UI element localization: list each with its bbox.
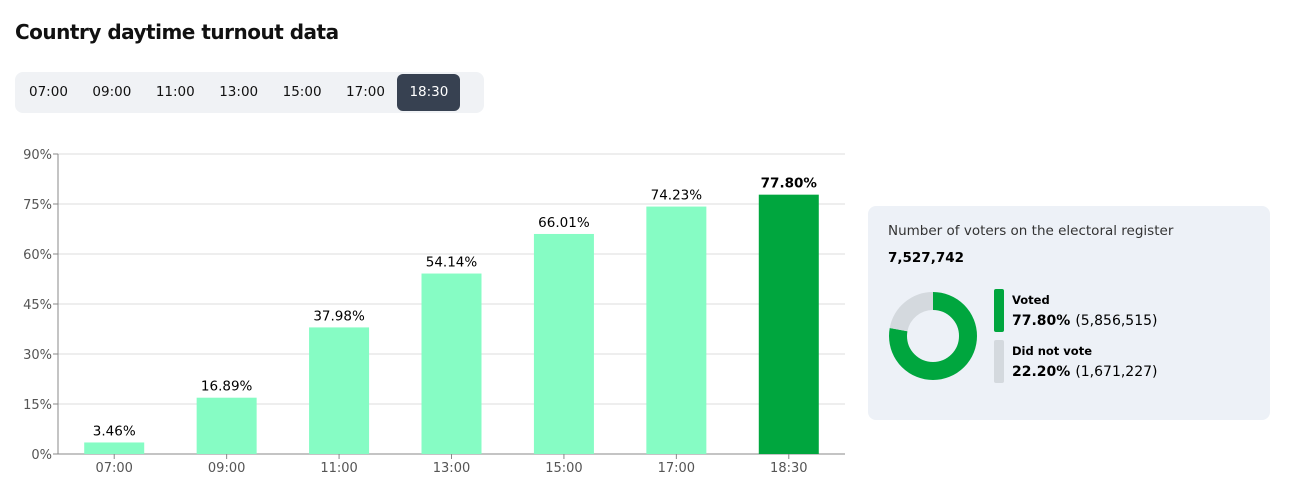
x-tick-label: 17:00: [658, 461, 695, 476]
legend-name: Voted: [1012, 293, 1050, 307]
legend-swatch: [994, 340, 1004, 383]
panel-title: Number of voters on the electoral regist…: [888, 223, 1174, 239]
y-tick-label: 0%: [31, 448, 52, 463]
donut-segment: [889, 292, 977, 380]
time-tabs: 07:00 09:00 11:00 13:00 15:00 17:00 18:30: [15, 72, 484, 113]
register-total: 7,527,742: [888, 250, 964, 266]
bar: [196, 397, 257, 454]
legend-value: 22.20% (1,671,227): [1012, 364, 1158, 380]
value-label: 16.89%: [201, 379, 253, 395]
value-label: 3.46%: [93, 423, 136, 439]
x-tick-label: 13:00: [433, 461, 470, 476]
donut-chart: Number of voters on the electoral regist…: [888, 223, 1174, 383]
time-tab[interactable]: 07:00: [29, 84, 68, 100]
time-tab[interactable]: 18:30: [397, 74, 461, 111]
time-tab[interactable]: 11:00: [155, 84, 195, 100]
x-tick-label: 15:00: [545, 461, 582, 476]
legend-count: (5,856,515): [1075, 313, 1157, 329]
legend-name: Did not vote: [1012, 344, 1092, 358]
time-tab[interactable]: 17:00: [346, 84, 385, 100]
summary-panel: Number of voters on the electoral regist…: [868, 206, 1270, 420]
time-tab[interactable]: 13:00: [219, 84, 259, 100]
legend-value: 77.80% (5,856,515): [1012, 313, 1158, 329]
time-tab[interactable]: 15:00: [282, 84, 322, 100]
y-tick-label: 90%: [23, 148, 52, 163]
x-tick-label: 09:00: [208, 461, 245, 476]
y-tick-label: 30%: [23, 348, 52, 363]
legend-swatch: [994, 289, 1004, 332]
x-tick-label: 18:30: [770, 461, 807, 476]
bar: [758, 194, 819, 454]
bar: [309, 327, 370, 454]
bar: [421, 273, 482, 454]
y-tick-label: 60%: [23, 248, 52, 263]
bar: [646, 206, 707, 454]
value-label: 66.01%: [538, 215, 590, 231]
page-title: Country daytime turnout data: [15, 20, 339, 44]
bar: [84, 442, 145, 454]
legend-percent: 77.80%: [1012, 313, 1070, 329]
y-tick-label: 15%: [23, 398, 52, 413]
value-label: 37.98%: [313, 308, 365, 324]
value-label: 74.23%: [651, 188, 703, 204]
x-tick-label: 07:00: [95, 461, 132, 476]
y-tick-label: 45%: [23, 298, 52, 313]
bar-chart: 0% 15% 30% 45% 60% 75% 90% 3.46% 07:00 16.89% 09:0…: [23, 148, 845, 476]
y-tick-label: 75%: [23, 198, 52, 213]
value-label: 77.80%: [761, 176, 818, 192]
x-tick-label: 11:00: [320, 461, 357, 476]
legend-percent: 22.20%: [1012, 364, 1070, 380]
bar: [533, 233, 594, 454]
value-label: 54.14%: [426, 255, 478, 271]
legend-count: (1,671,227): [1075, 364, 1157, 380]
time-tab[interactable]: 09:00: [92, 84, 132, 100]
